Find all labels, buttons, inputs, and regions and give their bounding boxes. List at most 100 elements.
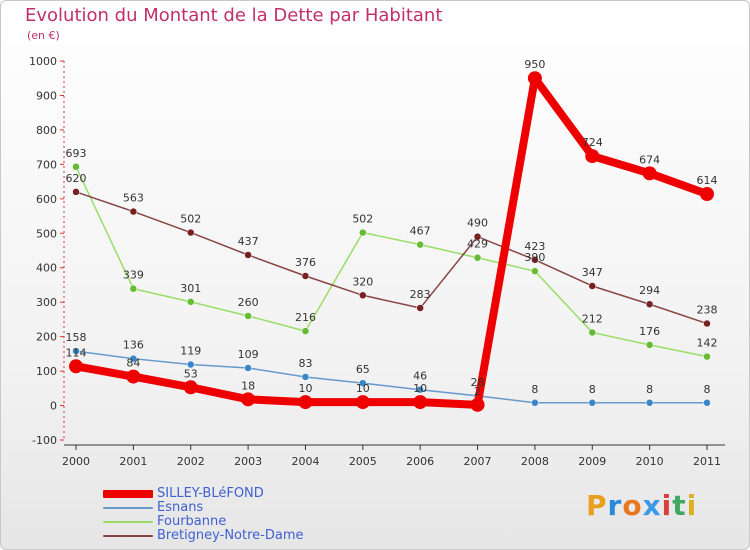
data-point [527,71,542,86]
data-label: 950 [524,58,545,71]
data-point [359,379,367,387]
data-label: 84 [126,357,140,370]
data-point [355,395,370,410]
data-label: 620 [66,172,87,185]
data-label: 18 [241,379,255,392]
x-tick-label: 2002 [177,455,205,468]
data-point [645,341,654,349]
x-tick-label: 2009 [578,455,606,468]
data-label: 109 [238,348,259,361]
x-tick-label: 2004 [291,455,319,468]
legend-label: Fourbanne [157,514,227,529]
data-point [588,282,597,290]
data-point [359,291,367,300]
data-label: 136 [123,339,144,352]
data-point [416,385,424,394]
data-point [470,397,485,412]
data-point [703,399,711,407]
y-tick-label: 600 [36,193,57,206]
y-tick-label: 300 [36,296,57,309]
data-point [700,186,714,201]
data-point [703,319,711,328]
data-point [416,304,424,312]
x-tick-label: 2008 [521,455,549,468]
data-label: 53 [184,367,198,380]
y-tick-label: 0 [50,400,57,413]
y-tick-label: -100 [32,434,57,447]
data-label: 65 [356,363,370,376]
legend-swatch [103,535,153,537]
data-point [301,327,310,335]
data-point [298,395,313,410]
brand-letter: r [607,489,623,522]
data-label: 502 [180,213,201,226]
data-label: 390 [524,251,545,264]
data-label: 10 [298,382,312,395]
series-line [75,350,708,404]
data-label: 347 [582,266,603,279]
x-tick-label: 2006 [406,455,434,468]
data-label: 376 [295,256,316,269]
y-tick-label: 100 [36,365,57,378]
data-label: 693 [66,147,87,160]
data-point [473,232,482,241]
y-tick-label: 900 [36,89,57,102]
legend-label: Bretigney-Notre-Dame [157,528,304,543]
data-point [413,395,428,410]
x-tick-label: 2003 [234,455,262,468]
data-label: 467 [410,225,431,238]
data-label: 28 [471,376,485,389]
data-label: 614 [697,174,718,187]
data-point [72,347,80,355]
chart-subtitle: (en €) [27,29,60,42]
data-label: 10 [413,382,427,395]
x-tick-label: 2007 [464,455,492,468]
data-point [129,354,138,363]
legend-swatch [103,490,153,498]
data-label: 142 [697,337,718,350]
data-label: 674 [639,153,660,166]
data-point [129,284,138,293]
data-point [301,272,310,280]
brand-letter: o [622,489,643,522]
data-label: 8 [531,383,538,396]
y-tick-label: 1000 [29,55,57,68]
data-point [186,360,195,369]
data-label: 114 [66,346,87,359]
chart-title: Evolution du Montant de la Dette par Hab… [25,5,443,26]
y-tick-label: 400 [36,262,57,275]
x-tick-label: 2005 [349,455,377,468]
y-tick-label: 800 [36,124,57,137]
data-point [244,312,252,320]
data-label: 8 [704,383,711,396]
data-label: 2 [474,385,481,398]
brand-letter: t [672,489,687,522]
data-point [416,240,424,249]
x-tick-label: 2011 [693,455,721,468]
x-tick-label: 2010 [636,455,664,468]
data-label: 320 [352,275,373,288]
data-label: 158 [66,331,87,344]
data-point [244,364,252,372]
series-line [75,191,708,325]
data-label: 429 [467,238,488,251]
x-tick-label: 2000 [62,455,90,468]
data-label: 294 [639,284,660,297]
legend-swatch [103,521,153,523]
data-point [129,207,138,216]
data-point [473,253,482,262]
data-label: 490 [467,217,488,230]
data-point [531,399,539,407]
data-label: 8 [589,383,596,396]
data-label: 339 [123,269,144,282]
data-label: 119 [180,345,201,358]
data-point [301,373,310,381]
data-label: 301 [180,282,201,295]
brand-logo: Proxiti [586,489,697,522]
data-point [241,392,256,407]
data-point [183,380,198,395]
data-point [186,298,195,306]
data-point [531,256,539,264]
